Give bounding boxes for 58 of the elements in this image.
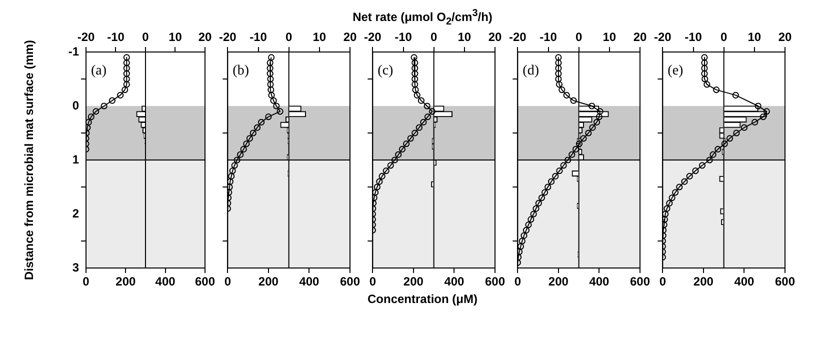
annotation: (e)	[668, 64, 684, 79]
x-tick-label: 400	[155, 274, 176, 289]
x-tick-label: 200	[693, 274, 714, 289]
x2-tick-label: 10	[748, 30, 762, 44]
x2-tick-label: 20	[778, 30, 792, 44]
y-tick-label: -1	[68, 44, 80, 58]
x2-tick-label: 10	[168, 30, 182, 44]
x2-tick-label: -10	[250, 30, 268, 44]
x-tick-label: 0	[224, 274, 232, 289]
x-tick-label: 0	[82, 274, 90, 289]
x2-tick-label: -20	[219, 30, 237, 44]
x2-tick-label: 20	[198, 30, 212, 44]
x2-tick-label: 10	[458, 30, 472, 44]
x-tick-label: 600	[630, 274, 650, 289]
x-tick-label: 200	[116, 274, 136, 289]
x2-tick-label: -10	[684, 30, 702, 44]
x2-tick-label: -10	[107, 30, 125, 44]
x2-tick-label: 20	[343, 30, 357, 44]
x2-tick-label: 0	[575, 30, 582, 44]
x2-tick-label: 10	[602, 30, 616, 44]
x2-tick-label: 0	[142, 30, 150, 44]
x2-tick-label: -20	[364, 30, 382, 44]
x-tick-label: 200	[258, 274, 279, 289]
x-tick-label: 200	[548, 274, 569, 289]
x-axis-title: Concentration (μM)	[368, 292, 478, 306]
x2-tick-label: 0	[430, 30, 438, 44]
x-tick-label: 600	[340, 274, 360, 289]
x-tick-label: 0	[659, 274, 666, 289]
x-tick-label: 200	[403, 274, 424, 289]
annotation: (c)	[378, 64, 394, 79]
x2-tick-label: 20	[633, 30, 647, 44]
x2-tick-label: -20	[654, 30, 672, 44]
x-tick-label: 0	[514, 274, 522, 289]
x2-axis-title: Net rate (μmol O$_{2}$/cm$^{3}$/h)	[352, 8, 492, 28]
x2-tick-label: -10	[394, 30, 412, 44]
x-tick-label: 600	[484, 274, 506, 289]
x2-tick-label: 0	[285, 30, 292, 44]
y-tick-label: 3	[72, 260, 80, 274]
x2-tick-label: 10	[312, 30, 326, 44]
x-tick-label: 400	[734, 274, 755, 289]
x2-tick-label: -10	[540, 30, 558, 44]
annotation: (b)	[232, 64, 250, 79]
y-tick-label: 1	[72, 152, 80, 166]
x-tick-label: 600	[194, 274, 216, 289]
x-tick-label: 400	[589, 274, 610, 289]
x-tick-label: 400	[299, 274, 320, 289]
annotation: (a)	[91, 64, 107, 79]
annotation: (d)	[522, 64, 540, 79]
x-tick-label: 600	[774, 274, 796, 289]
x2-tick-label: 0	[720, 30, 728, 44]
x-tick-label: 400	[444, 274, 465, 289]
x2-tick-label: -20	[509, 30, 527, 44]
y-tick-label: 2	[72, 206, 80, 220]
x-tick-label: 0	[369, 274, 376, 289]
x2-tick-label: -20	[77, 30, 95, 44]
y-axis-title: Distance from microbial mat surface (mm)	[22, 40, 36, 280]
y-tick-label: 0	[72, 98, 80, 112]
x2-tick-label: 20	[488, 30, 502, 44]
